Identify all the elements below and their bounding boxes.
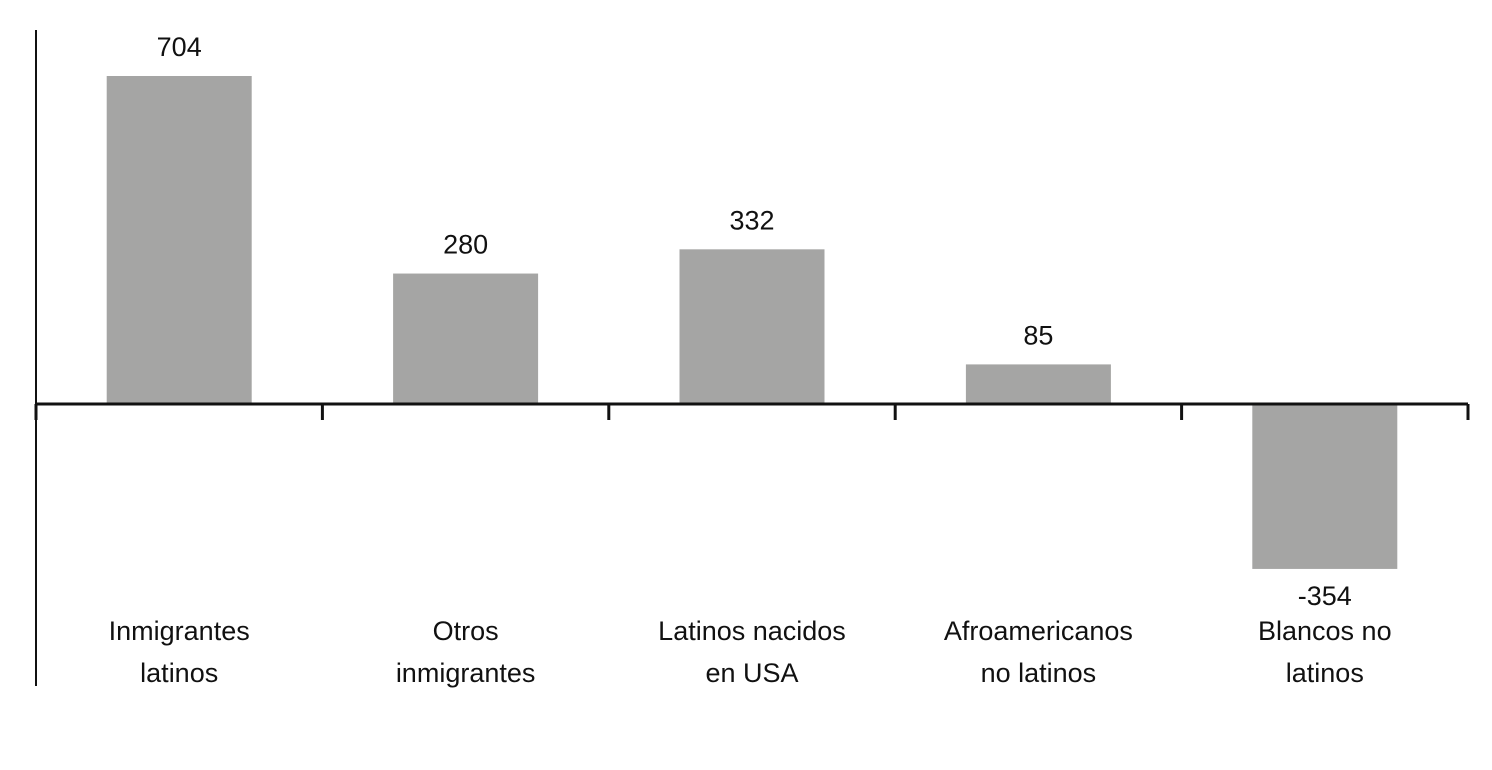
bar bbox=[106, 76, 252, 404]
axes-group bbox=[34, 30, 1470, 686]
data-label: 85 bbox=[1023, 320, 1053, 350]
category-label: Latinos nacidos bbox=[658, 616, 846, 646]
category-label: en USA bbox=[705, 658, 798, 688]
category-label: latinos bbox=[1286, 658, 1364, 688]
category-label: Afroamericanos bbox=[944, 616, 1133, 646]
category-label: Inmigrantes bbox=[109, 616, 250, 646]
data-label: -354 bbox=[1298, 581, 1352, 611]
category-label: Blancos no bbox=[1258, 616, 1392, 646]
data-label: 704 bbox=[157, 32, 202, 62]
data-label: 332 bbox=[729, 205, 774, 235]
bar bbox=[393, 273, 539, 404]
category-label: latinos bbox=[140, 658, 218, 688]
category-label: no latinos bbox=[981, 658, 1097, 688]
bars-group bbox=[106, 76, 1398, 569]
category-label: Otros bbox=[433, 616, 499, 646]
bar bbox=[965, 364, 1111, 404]
category-labels-group: Inmigrantes latinos Otros inmigrantes Latino… bbox=[109, 616, 1392, 688]
value-labels-group: 704 280 332 85 -354 bbox=[157, 32, 1352, 611]
category-label: inmigrantes bbox=[396, 658, 536, 688]
bar bbox=[679, 249, 825, 404]
bar bbox=[1252, 404, 1398, 569]
x-axis-ticks bbox=[34, 404, 1470, 420]
data-label: 280 bbox=[443, 230, 488, 260]
